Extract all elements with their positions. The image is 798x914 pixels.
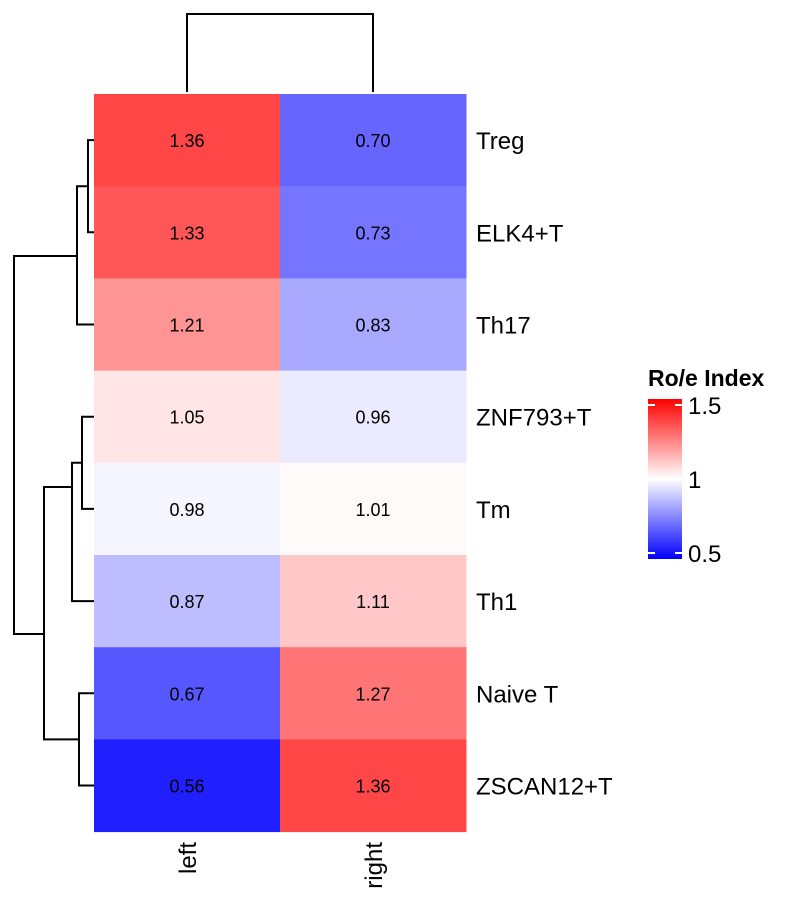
heatmap-cell	[280, 462, 467, 556]
cell-value-label: 1.21	[169, 316, 204, 336]
row-labels: Treg ELK4+T Th17 ZNF793+T Tm Th1 Naive T ZSCAN1…	[476, 128, 613, 800]
column-dendrogram-branch	[186, 13, 374, 92]
heatmap-cell	[94, 186, 281, 279]
cell-value-label: 0.67	[169, 684, 204, 704]
cell-value-label: 1.36	[169, 131, 204, 151]
heatmap-cell	[280, 647, 467, 740]
row-dendrogram-branch	[78, 692, 94, 787]
legend-tick-label: 0.5	[688, 541, 721, 568]
row-label: Th17	[476, 313, 531, 340]
heatmap-cell	[94, 739, 281, 833]
cell-value-label: 1.05	[169, 408, 204, 428]
row-label: ZNF793+T	[476, 405, 592, 432]
heatmap-cell	[280, 186, 467, 279]
cell-value-label: 1.27	[355, 684, 390, 704]
heatmap-cell	[94, 462, 281, 556]
row-dendrogram-branch	[87, 139, 94, 234]
row-dendrogram	[13, 139, 94, 787]
cell-value-label: 1.33	[169, 223, 204, 243]
column-dendrogram	[186, 13, 374, 92]
row-dendrogram-branch	[81, 415, 94, 510]
legend-tick-label: 1.5	[688, 393, 721, 420]
heatmap-cell	[280, 555, 467, 648]
heatmap-cell	[94, 555, 281, 648]
legend-ticks: 1.5 1 0.5	[648, 393, 721, 568]
heatmap-cell	[280, 739, 467, 833]
cell-value-label: 0.83	[355, 316, 390, 336]
column-labels: left right	[175, 842, 388, 889]
heatmap-cell	[280, 278, 467, 372]
cell-value-label: 0.73	[355, 223, 390, 243]
row-label: Th1	[476, 589, 517, 616]
row-label: Treg	[476, 128, 524, 155]
heatmap-cell	[94, 370, 281, 464]
heatmap-cells: 1.36 0.70 1.33 0.73 1.21 0.83 1.05 0.96 0.98 1.01…	[94, 94, 467, 833]
cell-value-label: 1.01	[355, 500, 390, 520]
cell-value-label: 1.11	[356, 592, 390, 612]
color-legend: Ro/e Index 1.5 1 0.5	[648, 365, 765, 568]
heatmap-cell	[94, 94, 281, 187]
row-dendrogram-branch	[71, 461, 94, 603]
cell-value-label: 0.70	[355, 131, 390, 151]
column-label: right	[361, 842, 388, 889]
heatmap-cell	[94, 278, 281, 372]
cell-value-label: 0.56	[169, 777, 204, 797]
cell-value-label: 0.96	[355, 408, 390, 428]
legend-title: Ro/e Index	[648, 365, 765, 391]
row-dendrogram-branch	[13, 255, 77, 635]
row-label: ZSCAN12+T	[476, 774, 613, 801]
column-label: left	[175, 842, 202, 874]
row-label: Naive T	[476, 681, 559, 708]
heatmap-cell	[280, 94, 467, 187]
row-dendrogram-branch	[76, 185, 94, 326]
row-label: ELK4+T	[476, 220, 564, 247]
cell-value-label: 0.98	[169, 500, 204, 520]
row-dendrogram-branch	[43, 486, 79, 741]
cell-value-label: 1.36	[355, 777, 390, 797]
cell-value-label: 0.87	[169, 592, 204, 612]
heatmap-cell	[280, 370, 467, 464]
row-label: Tm	[476, 497, 511, 524]
heatmap-cell	[94, 647, 281, 740]
legend-tick-label: 1	[688, 467, 701, 494]
